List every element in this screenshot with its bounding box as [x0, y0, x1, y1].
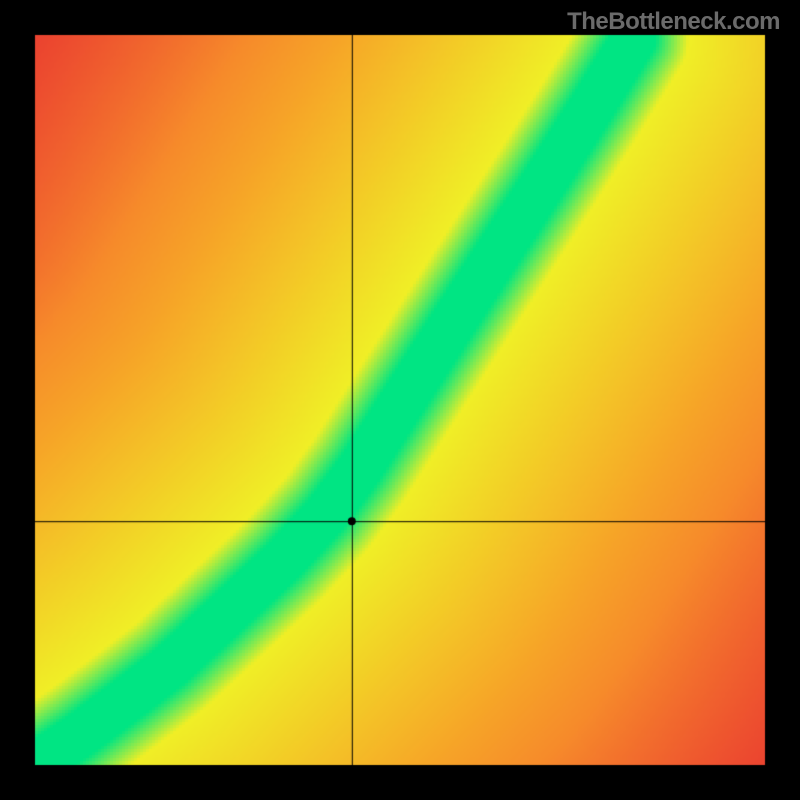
bottleneck-heatmap-canvas — [0, 0, 800, 800]
watermark-text: TheBottleneck.com — [567, 8, 780, 36]
chart-container: TheBottleneck.com — [0, 0, 800, 800]
